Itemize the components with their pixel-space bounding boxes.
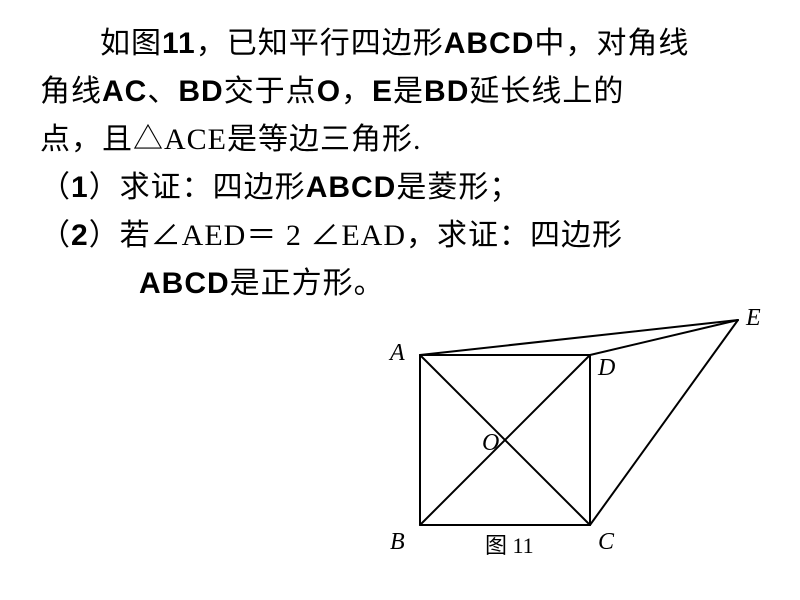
text: ，已知平行四边形: [196, 27, 444, 60]
q1-tail: 是菱形；: [396, 171, 520, 204]
svg-text:图 11: 图 11: [485, 533, 534, 558]
problem-intro: 如图11，已知平行四边形ABCD中，对角线: [40, 20, 760, 68]
text: 如图: [100, 27, 162, 60]
o: O: [317, 75, 341, 108]
q1-abcd: ABCD: [306, 171, 397, 204]
bd: BD: [178, 75, 223, 108]
svg-text:A: A: [388, 340, 405, 366]
svg-text:D: D: [597, 355, 615, 381]
problem-text: 如图11，已知平行四边形ABCD中，对角线 角线AC、BD交于点O，E是BD延长…: [40, 20, 760, 308]
ac: AC: [102, 75, 147, 108]
q1-text: ）求证：四边形: [89, 171, 306, 204]
text: 点，且△ACE是等边三角形.: [40, 123, 422, 156]
question-1: （1）求证：四边形ABCD是菱形；: [40, 164, 760, 212]
q2-num: 2: [71, 219, 89, 252]
text: 角线: [40, 75, 102, 108]
e: E: [372, 75, 393, 108]
page: 如图11，已知平行四边形ABCD中，对角线 角线AC、BD交于点O，E是BD延长…: [0, 0, 800, 600]
q2-text: ）若∠AED＝ 2 ∠EAD，求证：四边形: [89, 219, 623, 252]
svg-text:O: O: [482, 430, 499, 456]
svg-text:B: B: [390, 529, 405, 555]
sep: 、: [147, 75, 178, 108]
abcd: ABCD: [444, 27, 535, 60]
sep: ，: [341, 75, 372, 108]
svg-text:C: C: [598, 529, 615, 555]
q1-num: 1: [71, 171, 89, 204]
figure-svg: A B C D E O 图 11: [330, 295, 770, 595]
text: 中，对角线: [534, 27, 689, 60]
q1-label: （: [40, 171, 71, 204]
q2-label: （: [40, 219, 71, 252]
problem-intro-line3: 点，且△ACE是等边三角形.: [40, 116, 760, 164]
text: 是: [393, 75, 424, 108]
text: 交于点: [224, 75, 317, 108]
text: 延长线上的: [469, 75, 624, 108]
figure-11: A B C D E O 图 11: [330, 295, 770, 595]
bd2: BD: [424, 75, 469, 108]
problem-intro-line2: 角线AC、BD交于点O，E是BD延长线上的: [40, 68, 760, 116]
fig-ref: 11: [162, 27, 196, 60]
q2-abcd: ABCD: [139, 267, 230, 300]
question-2: （2）若∠AED＝ 2 ∠EAD，求证：四边形: [40, 212, 760, 260]
svg-text:E: E: [745, 305, 761, 331]
